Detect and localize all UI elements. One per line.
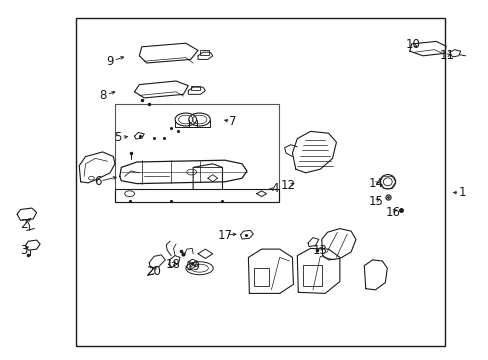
Bar: [303, 265, 321, 286]
Text: 4: 4: [270, 183, 278, 195]
Text: 16: 16: [386, 206, 400, 219]
Bar: [254, 268, 268, 286]
Text: 11: 11: [439, 49, 454, 62]
Text: 9: 9: [106, 55, 114, 68]
Text: 14: 14: [368, 177, 383, 190]
Text: 12: 12: [281, 179, 295, 192]
Text: 15: 15: [368, 195, 383, 208]
Text: 20: 20: [146, 265, 161, 278]
Text: 18: 18: [166, 258, 181, 271]
Text: 3: 3: [20, 244, 27, 257]
Text: 6: 6: [94, 175, 102, 188]
Bar: [200, 50, 209, 55]
Text: 7: 7: [228, 115, 236, 128]
Text: 19: 19: [185, 260, 200, 273]
Text: 17: 17: [217, 229, 232, 242]
Text: 1: 1: [457, 186, 465, 199]
Text: 10: 10: [405, 39, 420, 51]
Text: 2: 2: [20, 219, 27, 231]
Bar: [115, 104, 278, 202]
Text: 5: 5: [113, 131, 121, 144]
Text: 13: 13: [312, 244, 327, 257]
Bar: [76, 18, 444, 346]
Text: 8: 8: [99, 89, 106, 102]
Bar: [190, 86, 199, 90]
